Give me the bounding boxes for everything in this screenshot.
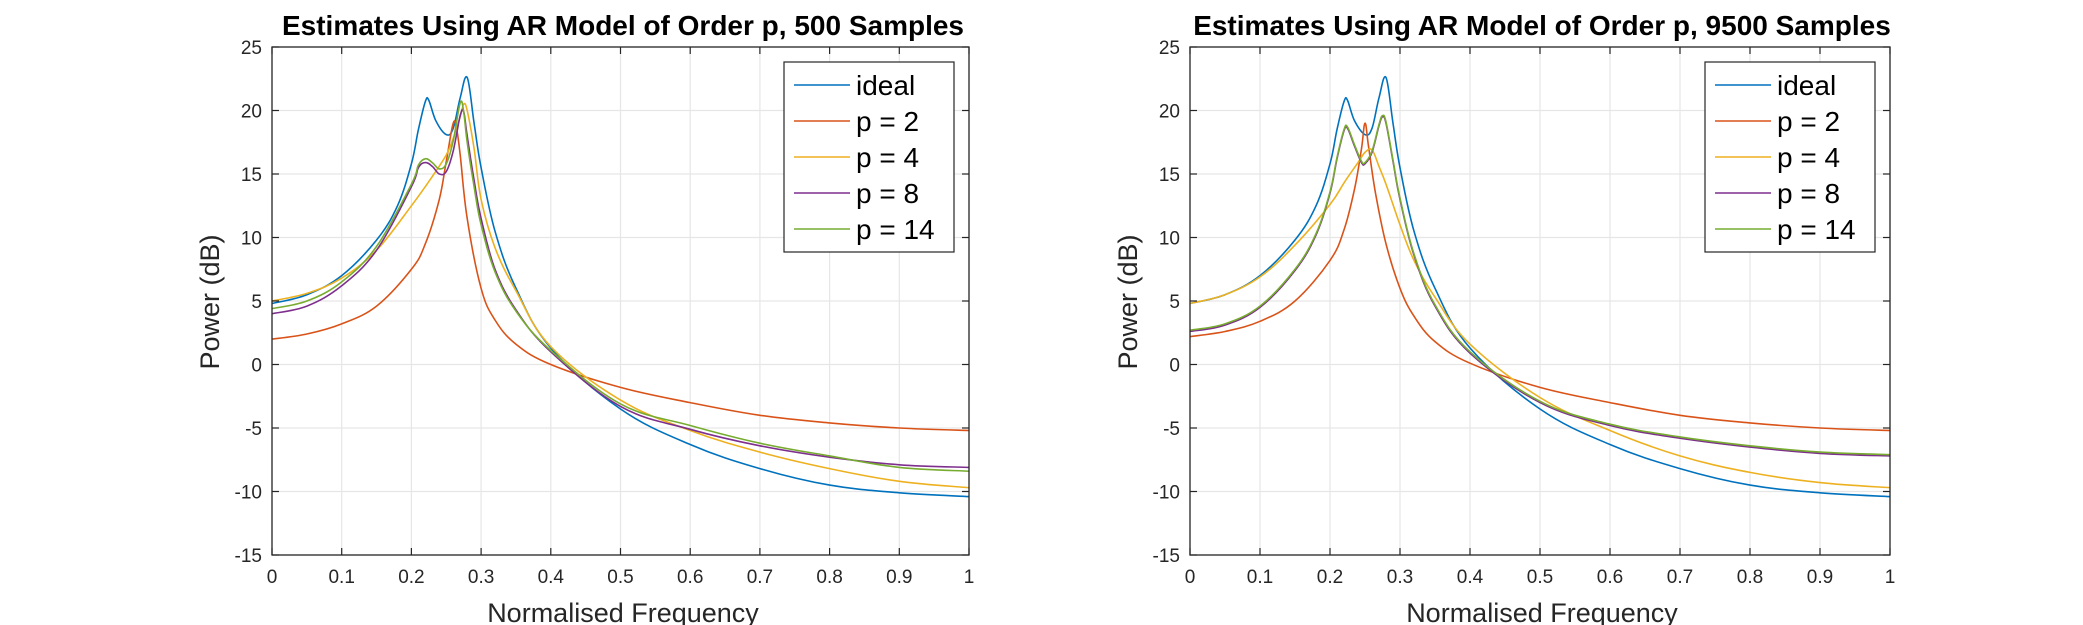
series-line-0 [272, 75, 969, 498]
y-axis-label: Power (dB) [1113, 234, 1143, 369]
legend-label-3: p = 8 [856, 178, 919, 209]
legend-label-1: p = 2 [1777, 106, 1840, 137]
legend-label-0: ideal [856, 70, 915, 101]
x-tick-label: 0.5 [607, 567, 633, 588]
x-tick-label: 0.2 [398, 567, 424, 588]
x-tick-label: 1 [964, 567, 975, 588]
x-tick-label: 0.9 [1807, 567, 1833, 588]
legend-label-2: p = 4 [856, 142, 919, 173]
x-tick-label: 1 [1885, 567, 1896, 588]
x-tick-label: 0.3 [468, 567, 494, 588]
y-tick-label: -15 [1153, 546, 1180, 567]
series-line-4 [272, 100, 969, 472]
x-tick-label: 0.2 [1317, 567, 1343, 588]
x-axis-label: Normalised Frequency [487, 598, 759, 625]
x-tick-label: 0.8 [816, 567, 842, 588]
legend-label-0: ideal [1777, 70, 1836, 101]
series-line-4 [1190, 114, 1890, 456]
x-tick-label: 0.9 [886, 567, 912, 588]
y-tick-label: 10 [1159, 229, 1180, 250]
y-tick-label: 0 [251, 356, 262, 377]
series-line-2 [272, 102, 969, 489]
x-tick-label: 0.1 [1247, 567, 1273, 588]
x-tick-label: 0.6 [677, 567, 703, 588]
x-axis-label: Normalised Frequency [1406, 598, 1678, 625]
x-tick-label: 0.6 [1597, 567, 1623, 588]
x-tick-label: 0.3 [1387, 567, 1413, 588]
y-tick-label: 25 [1159, 38, 1180, 59]
chart-title: Estimates Using AR Model of Order p, 500… [282, 10, 964, 41]
x-tick-label: 0.4 [538, 567, 565, 588]
y-axis-label: Power (dB) [195, 234, 225, 369]
chart-500-samples: Estimates Using AR Model of Order p, 500… [195, 10, 974, 625]
x-tick-label: 0.7 [747, 567, 773, 588]
chart-9500-samples: Estimates Using AR Model of Order p, 950… [1113, 10, 1895, 625]
x-tick-label: 0.4 [1457, 567, 1484, 588]
y-tick-label: 5 [1169, 292, 1180, 313]
legend-label-3: p = 8 [1777, 178, 1840, 209]
x-tick-label: 0.7 [1667, 567, 1693, 588]
y-tick-label: -10 [1153, 483, 1180, 504]
y-tick-label: -15 [235, 546, 262, 567]
y-tick-label: 20 [241, 102, 262, 123]
series-line-1 [272, 120, 969, 432]
y-tick-label: -5 [245, 419, 262, 440]
series-group [272, 75, 969, 498]
x-tick-label: 0.8 [1737, 567, 1763, 588]
legend: ideal p = 2 p = 4 p = 8 p = 14 [1704, 61, 1876, 253]
y-tick-label: 25 [241, 38, 262, 59]
chart-title: Estimates Using AR Model of Order p, 950… [1193, 10, 1891, 41]
y-tick-label: 15 [1159, 165, 1180, 186]
y-tick-label: 10 [241, 229, 262, 250]
legend-label-1: p = 2 [856, 106, 919, 137]
legend: ideal p = 2 p = 4 p = 8 p = 14 [783, 61, 955, 253]
x-tick-label: 0 [1185, 567, 1196, 588]
series-line-0 [1190, 75, 1890, 498]
y-tick-label: 15 [241, 165, 262, 186]
x-tick-label: 0.1 [328, 567, 354, 588]
series-line-1 [1190, 122, 1890, 432]
y-tick-label: 0 [1169, 356, 1180, 377]
x-tick-label: 0.5 [1527, 567, 1553, 588]
y-tick-label: -5 [1163, 419, 1180, 440]
legend-label-2: p = 4 [1777, 142, 1840, 173]
series-group [1190, 75, 1890, 498]
series-line-2 [1190, 148, 1890, 489]
y-tick-label: -10 [235, 483, 262, 504]
y-tick-label: 20 [1159, 102, 1180, 123]
x-tick-label: 0 [267, 567, 278, 588]
legend-label-4: p = 14 [1777, 214, 1856, 245]
legend-label-4: p = 14 [856, 214, 935, 245]
y-tick-label: 5 [251, 292, 262, 313]
